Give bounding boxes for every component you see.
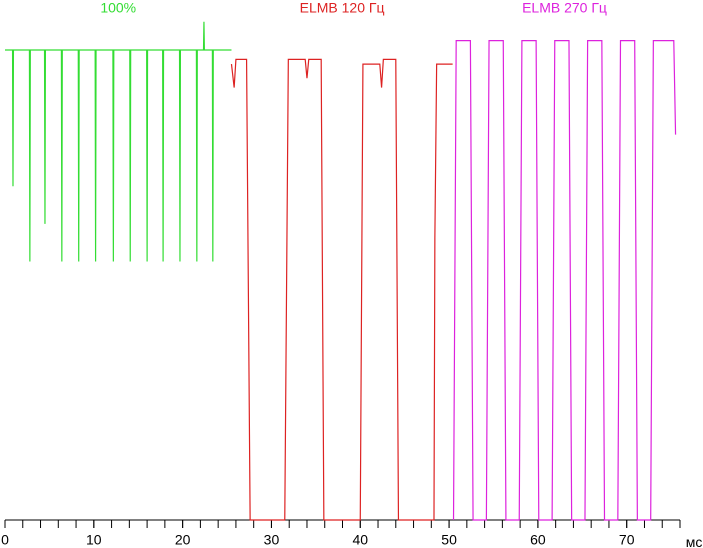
x-tick-label: 70 [619, 532, 635, 548]
series-label: 100% [100, 0, 136, 16]
series-line [452, 39, 677, 521]
x-tick-label: 20 [175, 532, 191, 548]
series-label: ELMB 270 Гц [522, 0, 607, 16]
series-label: ELMB 120 Гц [300, 0, 385, 16]
x-tick-label: 50 [441, 532, 457, 548]
series-line [5, 21, 232, 262]
series-line [230, 58, 453, 521]
x-tick-label: 60 [530, 532, 546, 548]
x-tick-label: 40 [352, 532, 368, 548]
x-tick-label: 10 [86, 532, 102, 548]
x-axis-label: мс [686, 534, 703, 548]
x-tick-label: 0 [1, 532, 9, 548]
x-tick-label: 30 [264, 532, 280, 548]
